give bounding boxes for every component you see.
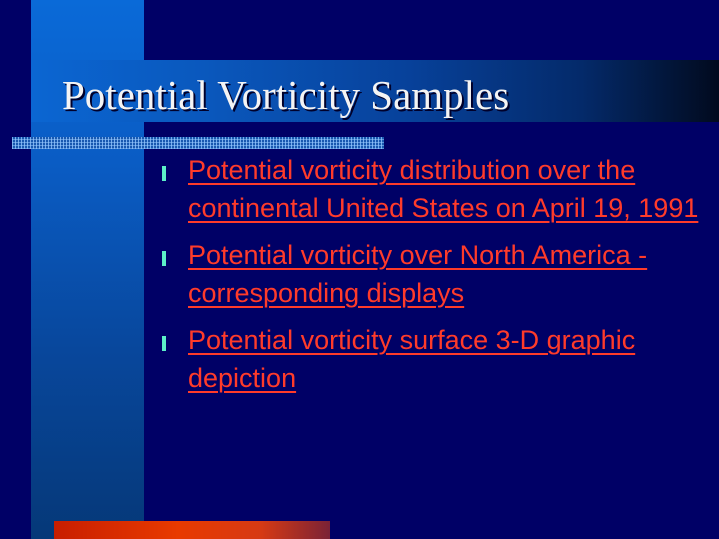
link-pv-north-america[interactable]: Potential vorticity over North America -…	[188, 240, 648, 308]
list-item: Potential vorticity distribution over th…	[160, 152, 700, 227]
list-item: Potential vorticity over North America -…	[160, 237, 700, 312]
slide-title: Potential Vorticity Samples	[62, 72, 510, 118]
link-pv-distribution-us[interactable]: Potential vorticity distribution over th…	[188, 155, 699, 223]
bottom-accent-bar	[54, 521, 330, 539]
dotted-divider	[12, 137, 384, 149]
bullet-marker-icon	[162, 166, 166, 181]
link-pv-surface-3d[interactable]: Potential vorticity surface 3-D graphic …	[188, 325, 636, 393]
title-gradient-bar	[31, 60, 719, 122]
bullet-marker-icon	[162, 251, 166, 266]
bullet-list: Potential vorticity distribution over th…	[160, 152, 700, 407]
list-item: Potential vorticity surface 3-D graphic …	[160, 322, 700, 397]
bullet-marker-icon	[162, 336, 166, 351]
